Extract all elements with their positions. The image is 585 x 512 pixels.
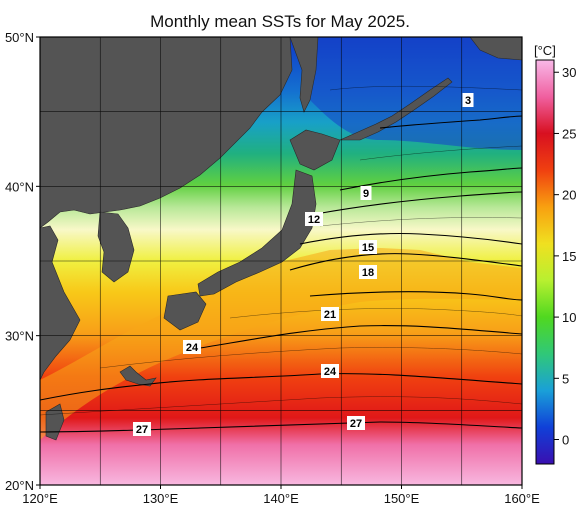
colorbar-tick-label: 25 [562, 126, 576, 141]
hokkaido [289, 129, 341, 171]
colorbar-tick-label: 20 [562, 188, 576, 203]
colorbar-bar [535, 59, 555, 465]
land [40, 37, 522, 441]
lon-tick-labels: 120°E 130°E 140°E 150°E 160°E [22, 485, 540, 506]
contour-label: 24 [324, 366, 337, 378]
china-coast [40, 225, 81, 381]
lat-tick-label: 30°N [5, 329, 34, 344]
lat-tick-label: 40°N [5, 179, 34, 194]
kuril-islands [339, 77, 453, 141]
colorbar-tick-label: 30 [562, 65, 576, 80]
contour-label: 3 [465, 95, 471, 107]
contour-label-bg [462, 93, 474, 107]
contour-label-bg [321, 364, 339, 378]
colorbar-tick-label: 10 [562, 310, 576, 325]
lon-tick-label: 120°E [22, 491, 58, 506]
contour-label: 12 [308, 214, 320, 226]
contour-label-bg [359, 265, 377, 279]
contour-label: 9 [363, 188, 369, 200]
colorbar-unit: [°C] [534, 43, 556, 58]
colorbar-ticks: 0 5 10 15 20 25 30 [554, 65, 576, 448]
sakhalin [289, 37, 319, 113]
kamchatka [469, 37, 522, 61]
ryukyu-islands [119, 365, 157, 387]
asian-mainland [40, 37, 293, 229]
contour-labels: 3 9 12 15 18 21 24 24 27 27 [133, 93, 474, 436]
lat-tick-label: 20°N [5, 478, 34, 493]
contour-label: 21 [324, 309, 336, 321]
contour-label: 27 [136, 424, 148, 436]
kyushu-shikoku [163, 291, 207, 331]
contour-label: 15 [362, 242, 374, 254]
lon-tick-label: 140°E [263, 491, 299, 506]
lon-tick-label: 160°E [504, 491, 540, 506]
lat-tick-label: 50°N [5, 30, 34, 45]
contour-label-bg [305, 212, 323, 226]
contours [40, 115, 522, 433]
oyashio-cold-band [300, 37, 522, 150]
contour-label-bg [360, 186, 372, 200]
colorbar-tick-label: 15 [562, 249, 576, 264]
contour-label-bg [347, 416, 365, 430]
lon-tick-label: 130°E [143, 491, 179, 506]
lat-lon-grid [40, 37, 522, 485]
lat-tick-labels: 20°N 30°N 40°N 50°N [5, 30, 40, 493]
map-title: Monthly mean SSTs for May 2025. [150, 12, 410, 31]
colorbar-tick-label: 5 [562, 371, 569, 386]
colorbar: [°C] 0 5 10 15 20 25 30 [534, 43, 576, 465]
contour-label: 27 [350, 418, 362, 430]
lon-tick-label: 150°E [384, 491, 420, 506]
colorbar-tick-label: 0 [562, 433, 569, 448]
contour-label: 18 [362, 267, 374, 279]
contour-label-bg [133, 422, 151, 436]
contour-label-bg [321, 307, 339, 321]
korean-peninsula [97, 211, 135, 283]
contour-label-bg [183, 340, 201, 354]
contour-label-bg [359, 240, 377, 254]
contour-label: 24 [186, 342, 199, 354]
